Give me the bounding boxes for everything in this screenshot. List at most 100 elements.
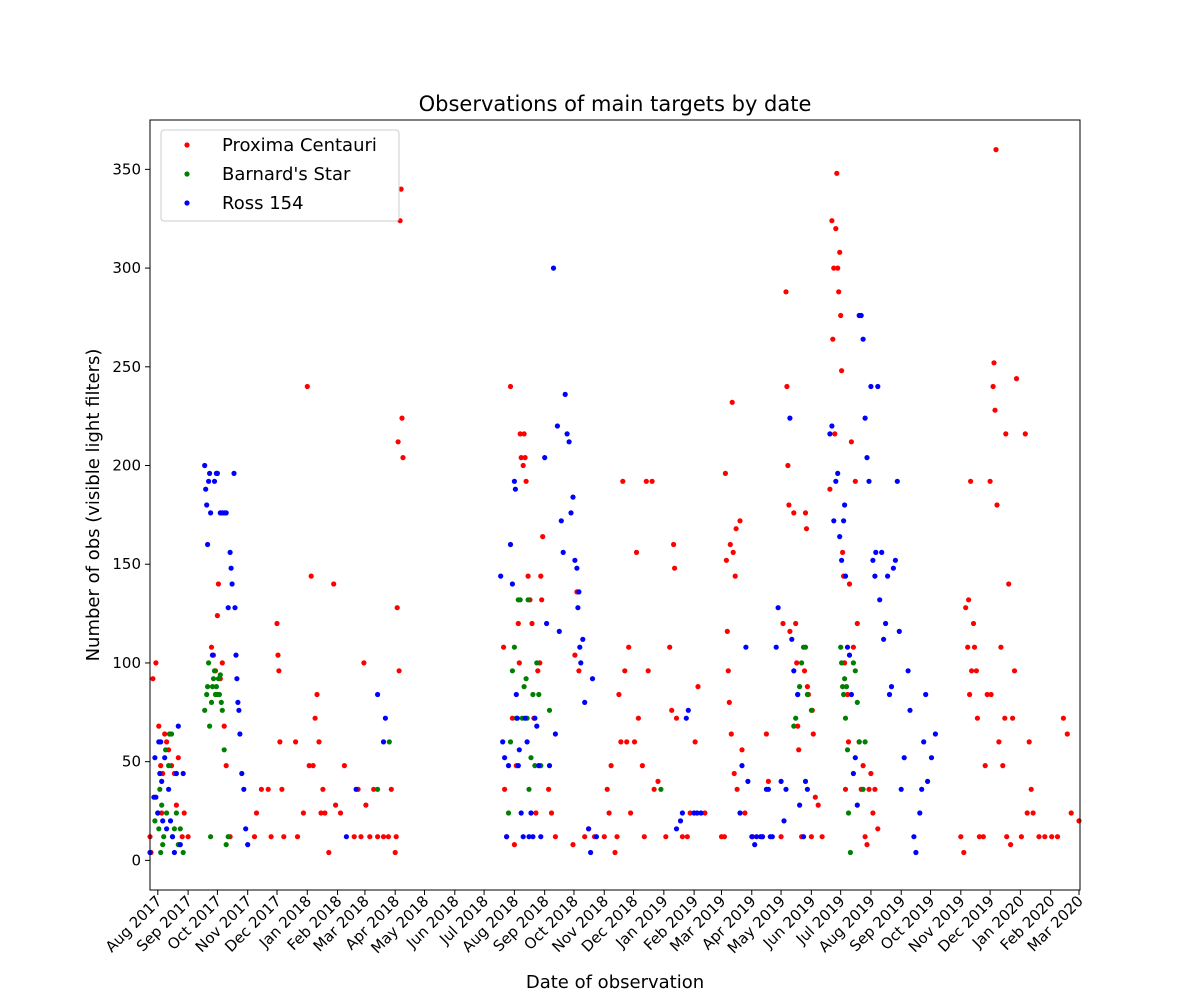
data-point: [570, 494, 576, 500]
data-point: [235, 699, 241, 706]
data-point: [219, 707, 225, 713]
y-tick-label: 50: [122, 753, 141, 771]
data-point: [839, 557, 845, 563]
data-point: [892, 557, 899, 563]
data-point: [568, 510, 574, 516]
data-point: [237, 731, 243, 737]
data-point: [159, 778, 165, 785]
data-point: [886, 691, 893, 698]
data-point: [518, 455, 524, 461]
data-point: [258, 786, 264, 792]
data-point: [866, 478, 872, 484]
data-point: [509, 668, 515, 674]
data-point: [976, 834, 983, 840]
data-point: [965, 644, 971, 650]
data-point: [532, 715, 538, 721]
data-point: [980, 834, 986, 840]
data-point: [320, 786, 326, 792]
data-point: [521, 684, 527, 690]
data-point: [507, 541, 514, 548]
data-point: [589, 676, 596, 682]
data-point: [1003, 431, 1009, 437]
data-point: [322, 810, 328, 816]
data-point: [793, 620, 799, 627]
data-point: [786, 502, 792, 508]
data-point: [528, 810, 534, 816]
data-point: [631, 739, 638, 745]
data-point: [312, 715, 318, 721]
data-point: [866, 786, 872, 792]
data-point: [518, 810, 524, 816]
data-point: [797, 802, 803, 808]
data-point: [223, 510, 229, 516]
data-point: [618, 739, 624, 745]
data-point: [1008, 842, 1014, 848]
data-point: [911, 834, 917, 840]
data-point: [208, 644, 215, 650]
data-point: [840, 549, 846, 556]
data-point: [358, 834, 364, 840]
data-point: [524, 739, 530, 745]
data-point: [580, 636, 586, 642]
data-point: [337, 810, 344, 816]
data-point: [996, 739, 1002, 745]
data-point: [221, 747, 227, 753]
data-point: [371, 786, 377, 792]
data-point: [839, 660, 845, 666]
data-point: [827, 431, 833, 437]
y-tick-label: 150: [112, 555, 141, 573]
data-point: [819, 834, 825, 840]
data-point: [994, 502, 1000, 508]
data-point: [1060, 715, 1066, 721]
data-point: [873, 549, 879, 556]
data-point: [234, 676, 240, 682]
data-point: [204, 691, 210, 698]
data-point: [925, 778, 931, 785]
data-point: [992, 407, 998, 413]
data-point: [396, 668, 402, 674]
data-point: [671, 541, 677, 548]
data-point: [179, 834, 185, 840]
data-point: [787, 628, 793, 635]
data-point: [171, 849, 177, 856]
data-point: [572, 557, 578, 563]
data-point: [517, 431, 523, 437]
data-point: [534, 723, 540, 729]
data-point: [633, 549, 640, 556]
data-point: [838, 644, 844, 650]
legend-marker: [184, 171, 190, 177]
data-point: [754, 834, 760, 840]
data-point: [862, 415, 868, 421]
data-point: [343, 834, 349, 840]
data-point: [156, 826, 162, 832]
data-point: [535, 668, 541, 674]
data-point: [526, 834, 532, 840]
data-point: [1004, 834, 1010, 840]
data-point: [536, 691, 542, 698]
data-point: [558, 518, 564, 524]
data-point: [281, 834, 287, 840]
data-point: [507, 383, 514, 390]
data-point: [529, 620, 535, 627]
data-point: [616, 691, 622, 698]
data-point: [793, 715, 799, 721]
data-point: [769, 834, 775, 840]
data-point: [850, 660, 857, 666]
data-point: [840, 684, 846, 690]
data-point: [804, 684, 811, 690]
data-point: [155, 810, 161, 816]
data-point: [382, 715, 388, 721]
data-point: [1006, 581, 1012, 587]
legend: Proxima Centauri Barnard's Star Ross 154: [160, 129, 400, 222]
data-point: [789, 636, 795, 642]
data-point: [728, 731, 734, 737]
data-point: [919, 786, 925, 792]
data-point: [778, 834, 784, 840]
data-point: [868, 770, 874, 777]
data-point: [958, 834, 964, 840]
data-point: [505, 763, 512, 769]
data-point: [173, 810, 179, 816]
data-point: [982, 763, 988, 769]
data-point: [276, 668, 282, 674]
data-point: [858, 312, 864, 319]
